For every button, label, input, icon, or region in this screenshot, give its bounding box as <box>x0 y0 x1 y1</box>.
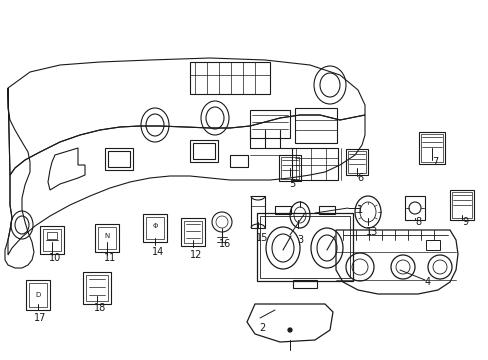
Text: N: N <box>104 233 109 239</box>
Text: Φ: Φ <box>152 223 157 229</box>
Text: 10: 10 <box>49 253 61 263</box>
Bar <box>181 218 204 246</box>
Text: 14: 14 <box>152 247 164 257</box>
Bar <box>425 240 439 250</box>
Bar <box>229 155 247 167</box>
Bar <box>294 108 336 143</box>
Bar <box>29 283 47 307</box>
Bar <box>347 151 365 173</box>
Bar <box>281 157 298 179</box>
Bar <box>257 213 352 281</box>
Bar <box>418 132 444 164</box>
Bar <box>193 143 215 159</box>
Text: 16: 16 <box>219 239 231 249</box>
Text: 8: 8 <box>414 217 420 227</box>
Bar <box>190 62 269 94</box>
Text: 2: 2 <box>258 323 264 333</box>
Bar <box>108 151 130 167</box>
Text: 17: 17 <box>34 313 46 323</box>
Bar <box>291 148 337 180</box>
Text: D: D <box>35 292 41 298</box>
Bar <box>279 155 301 181</box>
Text: 9: 9 <box>461 217 467 227</box>
Bar <box>292 280 316 288</box>
Bar <box>420 134 442 162</box>
Bar <box>86 275 108 301</box>
Text: 12: 12 <box>189 250 202 260</box>
Text: 13: 13 <box>365 227 377 237</box>
Text: 11: 11 <box>103 253 116 263</box>
Bar <box>146 217 163 239</box>
Bar <box>47 232 57 239</box>
Bar <box>40 226 64 254</box>
Text: 3: 3 <box>296 235 303 245</box>
Bar <box>98 227 116 249</box>
Bar <box>260 216 349 278</box>
Text: 15: 15 <box>255 233 267 243</box>
Text: 4: 4 <box>424 277 430 287</box>
Bar <box>449 190 473 220</box>
Bar <box>26 280 50 310</box>
Circle shape <box>287 328 291 332</box>
Bar <box>318 206 334 214</box>
Text: 6: 6 <box>356 173 362 183</box>
Bar <box>183 221 202 243</box>
Bar <box>404 196 424 220</box>
Bar <box>451 192 471 218</box>
Bar <box>190 140 218 162</box>
Bar <box>43 229 61 251</box>
Bar <box>250 196 264 228</box>
Bar <box>346 149 367 175</box>
Text: 5: 5 <box>288 179 295 189</box>
Bar <box>83 272 111 304</box>
Bar <box>249 110 289 138</box>
Bar <box>274 206 290 214</box>
Text: 1: 1 <box>356 205 362 215</box>
Bar <box>95 224 119 252</box>
Text: 7: 7 <box>431 157 437 167</box>
Bar <box>105 148 133 170</box>
Text: 18: 18 <box>94 303 106 313</box>
Bar <box>142 214 167 242</box>
